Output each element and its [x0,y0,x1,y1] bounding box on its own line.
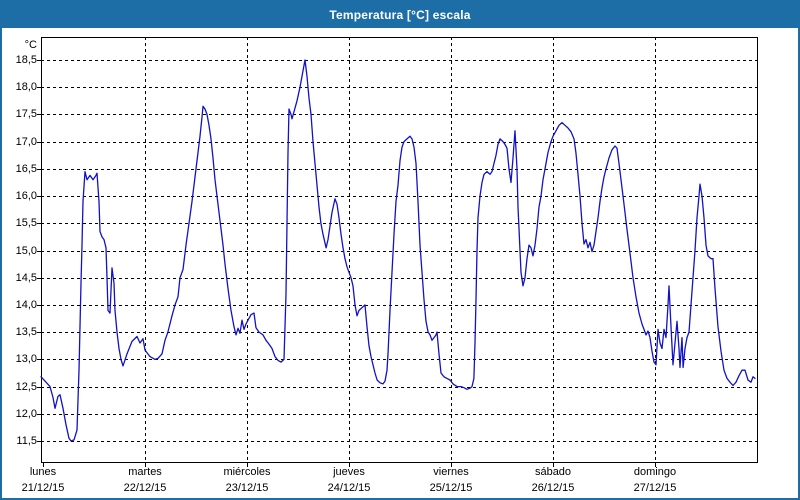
x-day-label: jueves [333,466,365,478]
y-tick-label: 14,5 [15,272,37,284]
x-day-label: viernes [433,466,469,478]
y-tick-label: 12,5 [15,381,37,393]
y-tick-label: 11,5 [16,435,37,447]
x-date-label: 22/12/15 [123,482,167,494]
y-tick-label: 13,0 [15,353,37,365]
y-tick-label: 16,5 [15,163,37,175]
plot-frame [41,37,758,463]
y-tick-label: 17,0 [15,136,37,148]
y-tick-label: 14,0 [15,299,37,311]
x-day-label: miércoles [223,466,271,478]
x-day-label: martes [128,466,162,478]
y-axis-unit-label: °C [24,39,37,51]
window-title: Temperatura [°C] escala [329,8,471,22]
y-tick-label: 15,0 [15,245,37,257]
x-date-label: 26/12/15 [531,482,575,494]
y-tick-label: 12,0 [15,408,37,420]
y-tick-label: 15,5 [15,217,37,229]
x-date-label: 27/12/15 [633,482,677,494]
x-day-label: lunes [29,466,57,478]
y-tick-label: 18,0 [15,81,37,93]
window-titlebar: Temperatura [°C] escala [2,2,798,28]
x-date-label: 25/12/15 [429,482,473,494]
x-day-label: domingo [633,466,677,478]
y-tick-label: 13,5 [15,326,37,338]
y-tick-label: 18,5 [15,54,37,66]
x-date-label: 23/12/15 [225,482,269,494]
x-day-label: sábado [534,466,572,478]
y-tick-label: 17,5 [15,108,37,120]
y-tick-label: 16,0 [15,190,37,202]
temperature-line [40,59,756,442]
x-date-label: 21/12/15 [21,482,65,494]
chart-area: °C 18,5 18,0 17,5 17,0 16,5 16,0 15,5 15,0 14,5 1… [2,28,798,498]
x-date-label: 24/12/15 [327,482,371,494]
temperature-chart [37,37,758,467]
